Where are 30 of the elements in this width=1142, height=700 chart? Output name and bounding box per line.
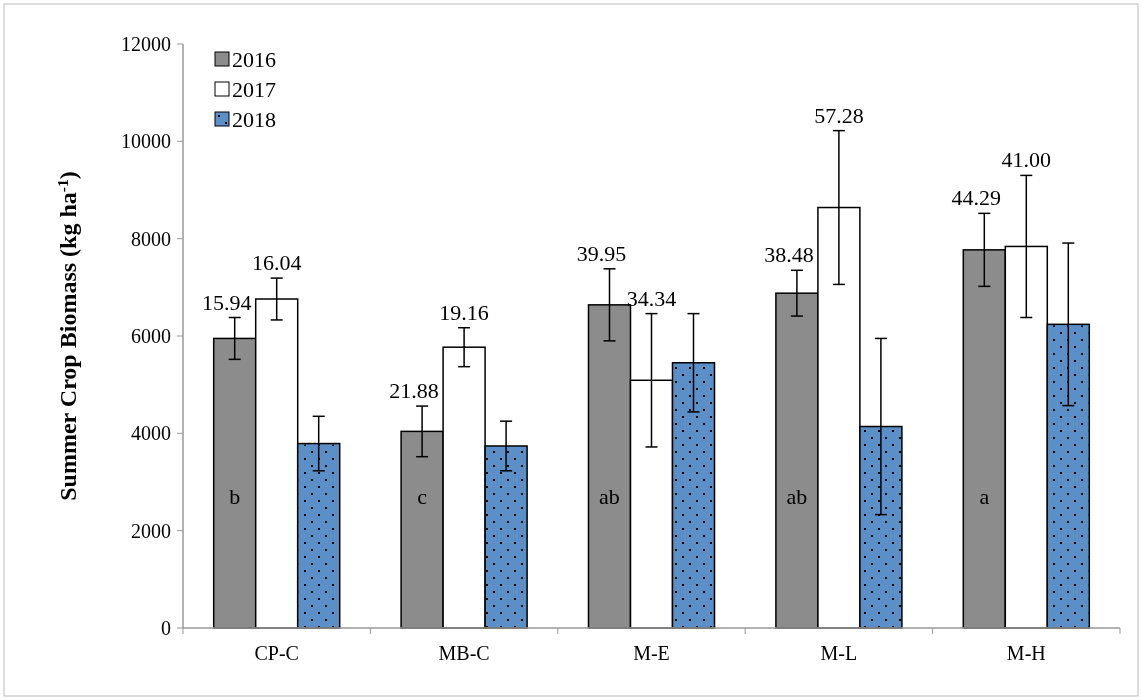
y-tick-label: 12000 xyxy=(121,33,171,55)
annotation: 34.34 xyxy=(626,285,677,311)
legend-label: 2017 xyxy=(232,76,276,102)
annotation: 15.94 xyxy=(201,289,252,315)
annotation: 19.16 xyxy=(439,299,489,325)
annotation: 16.04 xyxy=(251,250,302,276)
annotation: 38.48 xyxy=(764,242,814,268)
x-tick-label: CP-C xyxy=(254,642,299,664)
y-tick-label: 6000 xyxy=(131,325,171,347)
annotation: 41.00 xyxy=(1001,147,1052,173)
x-tick-label: M-H xyxy=(1006,642,1046,664)
annotation: 39.95 xyxy=(576,240,627,266)
annotation: 44.29 xyxy=(951,185,1002,211)
x-tick-label: M-L xyxy=(820,642,858,664)
annotation: ab xyxy=(786,484,808,510)
y-tick-label: 2000 xyxy=(131,519,171,542)
legend-label: 2016 xyxy=(232,46,276,72)
x-tick-label: M-E xyxy=(633,642,670,664)
annotation: b xyxy=(229,484,241,510)
annotation: a xyxy=(979,484,990,510)
annotation: 21.88 xyxy=(389,378,439,404)
annotation: c xyxy=(417,484,428,510)
y-tick-label: 8000 xyxy=(131,227,171,250)
y-tick-label: 4000 xyxy=(131,422,171,445)
y-tick-label: 10000 xyxy=(121,130,171,153)
x-tick-label: MB-C xyxy=(438,642,490,664)
annotation: 57.28 xyxy=(814,102,864,128)
annotation: ab xyxy=(599,484,620,510)
y-tick-label: 0 xyxy=(161,617,171,639)
legend-label: 2018 xyxy=(232,106,276,132)
